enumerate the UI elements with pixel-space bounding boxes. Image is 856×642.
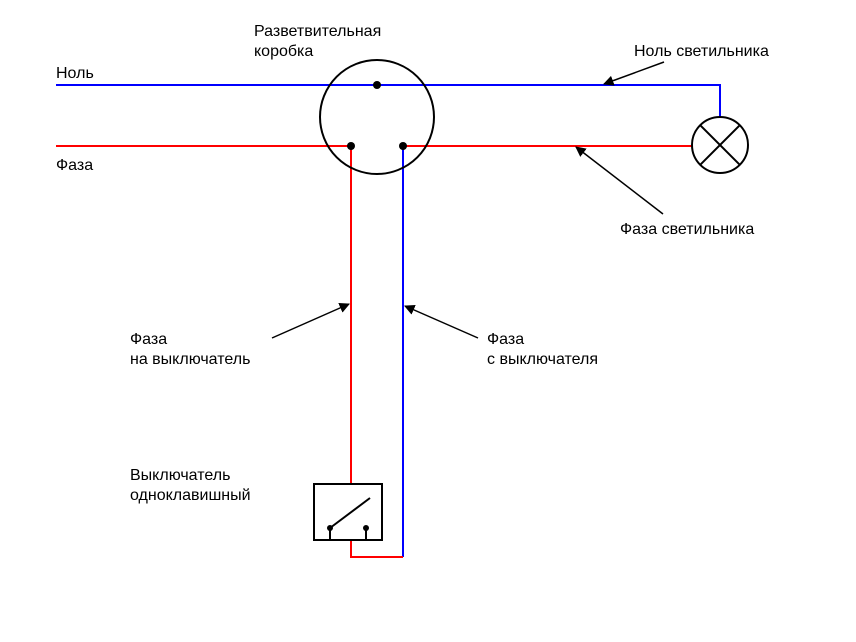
terminal-top xyxy=(373,81,381,89)
callout-phase_to_sw xyxy=(272,304,349,338)
terminal-br xyxy=(399,142,407,150)
label-phase-from-sw-l2: с выключателя xyxy=(487,351,598,368)
label-switch-l1: Выключатель xyxy=(130,467,230,484)
switch-symbol xyxy=(314,484,382,540)
callout-phase_lamp xyxy=(576,147,663,214)
terminal-bl xyxy=(347,142,355,150)
label-null-lamp: Ноль светильника xyxy=(634,43,769,60)
callout-arrows xyxy=(272,62,664,338)
label-phase-lamp: Фаза светильника xyxy=(620,221,754,238)
label-phase-from-sw-l1: Фаза xyxy=(487,331,524,348)
label-phase-in: Фаза xyxy=(56,157,93,174)
label-junction-box-l2: коробка xyxy=(254,43,313,60)
callout-phase_from_sw xyxy=(405,306,478,338)
callout-null_lamp xyxy=(604,62,664,84)
label-junction-box-l1: Разветвительная xyxy=(254,23,381,40)
junction-box xyxy=(320,60,434,174)
wire-null_in xyxy=(56,85,720,117)
lamp-symbol xyxy=(692,117,748,173)
wiring-diagram: Разветвительная коробка Ноль Фаза Ноль с… xyxy=(0,0,856,642)
label-phase-to-sw-l1: Фаза xyxy=(130,331,167,348)
label-null-in: Ноль xyxy=(56,65,94,82)
label-switch-l2: одноклавишный xyxy=(130,487,251,504)
label-phase-to-sw-l2: на выключатель xyxy=(130,351,250,368)
